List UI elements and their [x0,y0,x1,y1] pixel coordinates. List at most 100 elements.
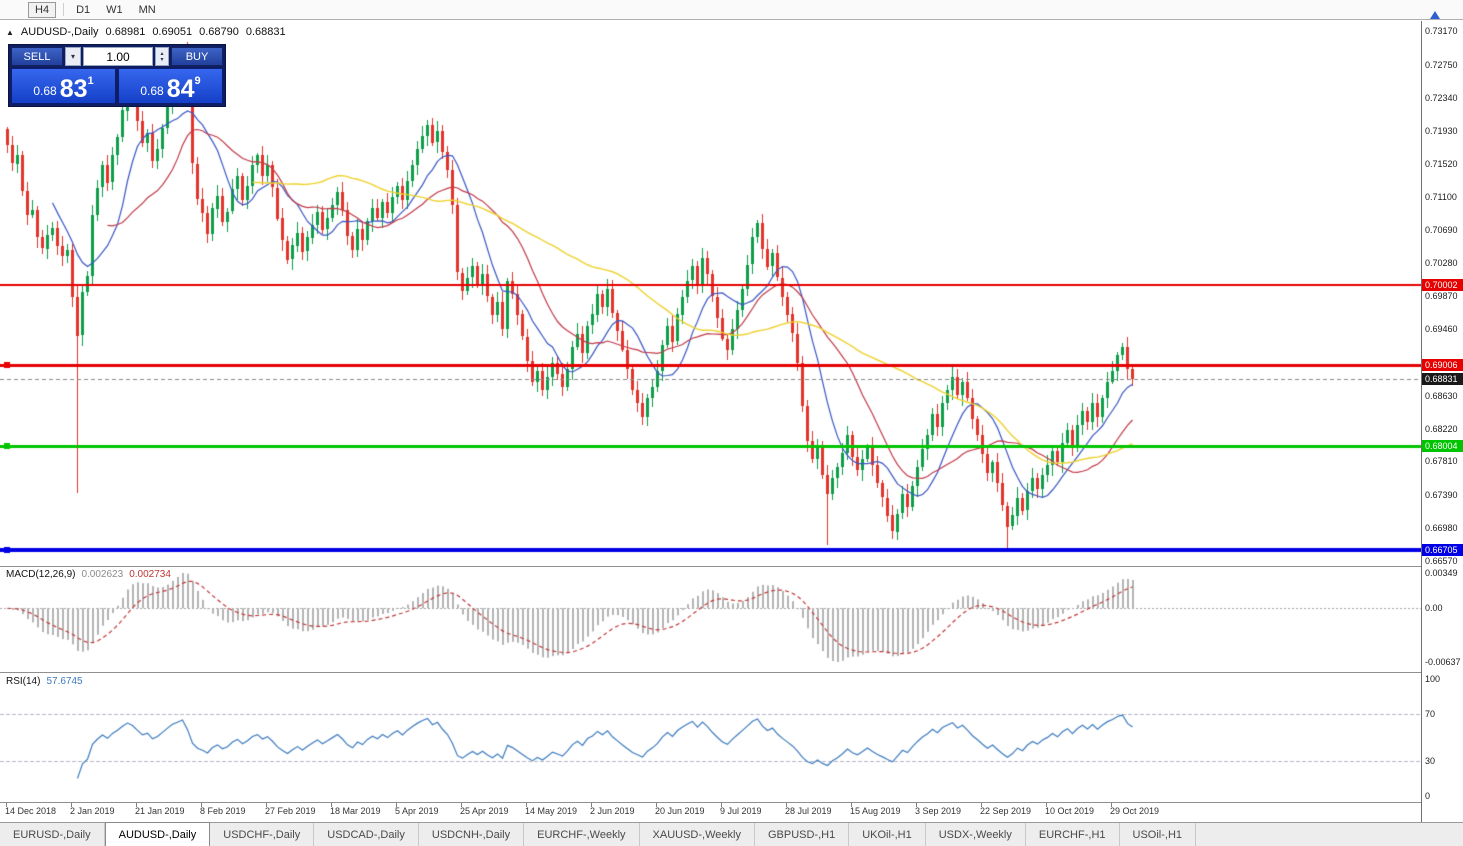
chevron-up-icon: ▴ [160,50,164,57]
volume-input[interactable] [83,47,153,66]
time-axis-tick [656,803,657,807]
time-axis-tick [136,803,137,807]
timeframe-button-mn[interactable]: MN [138,3,156,16]
chart-tab-eurusd-daily[interactable]: EURUSD-,Daily [0,823,105,846]
sell-price-button[interactable]: 0.68 83 1 [11,68,116,104]
one-click-trading-panel: SELL ▾ ▴▾ BUY 0.68 83 1 0.68 84 9 [8,44,226,107]
time-axis-tick [851,803,852,807]
rsi-axis-label: 70 [1425,709,1436,720]
time-axis-tick [786,803,787,807]
chart-tab-usdx-weekly[interactable]: USDX-,Weekly [926,823,1026,846]
sell-price-big: 83 [59,74,88,103]
time-axis-tick [6,803,7,807]
sell-price-prefix: 0.68 [33,84,57,98]
chart-symbol-label: AUDUSD-,Daily [20,26,99,38]
chart-header: ▲ AUDUSD-,Daily 0.68981 0.69051 0.68790 … [6,26,286,38]
timeframe-button-h4[interactable]: H4 [28,1,57,18]
time-axis-tick [721,803,722,807]
time-axis-tick [201,803,202,807]
panel-separator[interactable] [0,566,1463,567]
time-axis-label: 5 Apr 2019 [395,806,439,816]
chevron-down-icon: ▾ [70,52,75,61]
chart-tab-usdcnh-daily[interactable]: USDCNH-,Daily [419,823,525,846]
macd-indicator-chart[interactable] [0,567,1421,672]
scroll-marker-icon[interactable] [1430,11,1440,19]
time-axis-label: 15 Aug 2019 [850,806,901,816]
timeframe-button-w1[interactable]: W1 [106,3,123,16]
sell-button[interactable]: SELL [11,47,63,66]
time-axis-label: 14 May 2019 [525,806,578,816]
time-axis-tick [916,803,917,807]
time-axis-label: 2 Jan 2019 [70,806,115,816]
chart-tab-usdcad-daily[interactable]: USDCAD-,Daily [314,823,419,846]
time-axis-label: 9 Jul 2019 [720,806,762,816]
chart-tab-usoil-h1[interactable]: USOil-,H1 [1120,823,1197,846]
macd-axis-label: 0.00 [1425,603,1443,614]
rsi-axis-label: 30 [1425,755,1436,766]
time-axis-label: 10 Oct 2019 [1045,806,1095,816]
price-axis-label: 0.66980 [1425,523,1458,534]
time-axis-tick [396,803,397,807]
timeframe-button-d1[interactable]: D1 [76,3,91,16]
price-axis-label: 0.71930 [1425,125,1458,136]
price-axis-label: 0.68220 [1425,423,1458,434]
sell-price-sup: 1 [87,75,94,87]
chart-low-value: 0.68790 [199,26,239,38]
chart-tab-eurchf-weekly[interactable]: EURCHF-,Weekly [524,823,640,846]
time-axis-label: 22 Sep 2019 [980,806,1032,816]
time-axis-label: 25 Apr 2019 [460,806,509,816]
price-axis-label: 0.68630 [1425,390,1458,401]
rsi-axis-label: 0 [1425,791,1431,801]
macd-axis-label: -0.00637 [1425,657,1461,667]
rsi-axis-label: 100 [1425,674,1441,684]
time-axis-label: 20 Jun 2019 [655,806,705,816]
time-axis-label: 28 Jul 2019 [785,806,832,816]
price-axis-label: 0.66570 [1425,556,1458,567]
price-line-tag: 0.70002 [1422,279,1463,292]
buy-price-big: 84 [166,74,195,103]
chart-tab-bar: EURUSD-,Daily AUDUSD-,Daily USDCHF-,Daily U… [0,822,1463,846]
price-axis-label: 0.69870 [1425,291,1458,301]
time-axis-label: 3 Sep 2019 [915,806,962,816]
chart-tab-ukoil-h1[interactable]: UKOil-,H1 [849,823,926,846]
time-axis-tick [526,803,527,807]
price-axis-label: 0.69460 [1425,323,1458,334]
chart-tab-gbpusd-h1[interactable]: GBPUSD-,H1 [755,823,850,846]
rsi-header: RSI(14) 57.6745 [6,676,83,687]
macd-header: MACD(12,26,9) 0.002623 0.002734 [6,569,171,580]
time-axis-tick [1046,803,1047,807]
price-line-tag: 0.69006 [1422,359,1463,372]
main-price-chart[interactable] [0,22,1421,566]
time-axis-tick [71,803,72,807]
volume-stepper[interactable]: ▴ ▾ [155,47,169,66]
macd-axis-label: 0.00349 [1425,568,1458,578]
time-axis-label: 27 Feb 2019 [265,806,316,816]
macd-title: MACD(12,26,9) [6,569,76,580]
price-axis[interactable]: 0.73170 0.72750 0.72340 0.71930 0.71520 0.711… [1421,21,1463,822]
macd-signal-value: 0.002734 [129,569,171,580]
chart-tab-usdchf-daily[interactable]: USDCHF-,Daily [210,823,315,846]
volume-dropdown[interactable]: ▾ [65,47,81,66]
panel-separator [0,802,1463,803]
price-axis-label: 0.72750 [1425,59,1458,70]
panel-separator[interactable] [0,672,1463,673]
rsi-title: RSI(14) [6,676,41,687]
price-axis-label: 0.71520 [1425,158,1458,169]
chevron-down-icon: ▾ [160,56,164,63]
price-axis-label: 0.70280 [1425,258,1458,269]
time-axis-label: 2 Jun 2019 [590,806,635,816]
chart-tab-eurchf-h1[interactable]: EURCHF-,H1 [1026,823,1120,846]
buy-price-sup: 9 [194,75,201,87]
buy-price-button[interactable]: 0.68 84 9 [118,68,223,104]
rsi-value: 57.6745 [46,676,83,687]
buy-button[interactable]: BUY [171,47,223,66]
rsi-indicator-chart[interactable] [0,673,1421,802]
chart-tab-audusd-daily[interactable]: AUDUSD-,Daily [104,822,211,846]
one-click-toggle-icon[interactable]: ▲ [6,27,14,37]
price-line-tag: 0.66705 [1422,544,1463,557]
time-axis-tick [591,803,592,807]
chart-tab-xauusd-weekly[interactable]: XAUUSD-,Weekly [640,823,755,846]
time-axis-label: 18 Mar 2019 [330,806,381,816]
time-axis-label: 21 Jan 2019 [135,806,185,816]
